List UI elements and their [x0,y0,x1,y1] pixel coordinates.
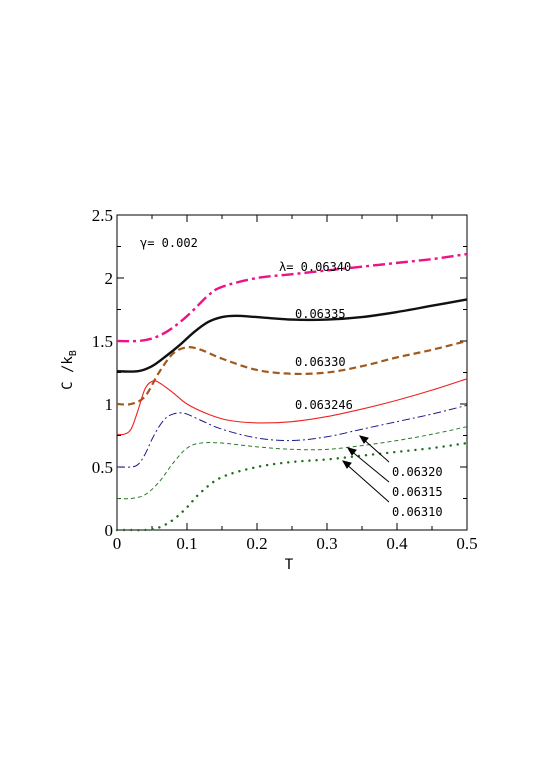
x-tick-label: 0 [113,534,122,553]
y-tick-label: 2.5 [92,206,113,225]
y-tick-label: 2 [105,269,114,288]
x-tick-label: 0.1 [176,534,197,553]
series-label-6: 0.06310 [392,505,443,519]
arrow-2 [344,462,390,503]
y-axis-title-sub: B [68,350,79,356]
series-line-5 [116,426,468,500]
x-tick-label: 0.5 [456,534,477,553]
arrow-1 [349,449,390,483]
series-layer [115,252,469,532]
y-axis-title-main: C /k [60,356,76,390]
x-tick-label: 0.4 [386,534,408,553]
x-tick-label: 0.3 [316,534,337,553]
arrowhead-2 [341,460,352,469]
y-tick-label: 1 [105,395,114,414]
y-tick-label: 0 [105,521,114,540]
series-line-4 [116,404,468,468]
y-tick-label: 1.5 [92,332,113,351]
series-label-2: 0.06330 [295,355,346,369]
pointer-arrows [341,435,390,503]
series-line-2 [116,339,468,406]
series-label-1: 0.06335 [295,307,346,321]
series-line-3 [116,378,468,436]
series-label-3: 0.063246 [295,398,353,412]
y-axis-title: C /kB [60,350,79,390]
x-tick-label: 0.2 [246,534,267,553]
gamma-annotation: γ= 0.002 [140,236,198,250]
x-axis-title: T [285,557,294,573]
axis-ticks: 0 0.1 0.2 0.3 0.4 0.5 0 0.5 1 1.5 2 2.5 [92,206,478,553]
series-label-0: λ= 0.06340 [279,260,351,274]
series-label-4: 0.06320 [392,465,443,479]
arrowhead-1 [346,447,357,456]
series-line-6 [115,441,469,532]
arrow-0 [361,437,390,463]
series-label-5: 0.06315 [392,485,443,499]
series-line-0 [116,252,468,343]
series-line-1 [116,298,468,373]
arrowhead-0 [358,435,369,444]
y-tick-label: 0.5 [92,458,113,477]
